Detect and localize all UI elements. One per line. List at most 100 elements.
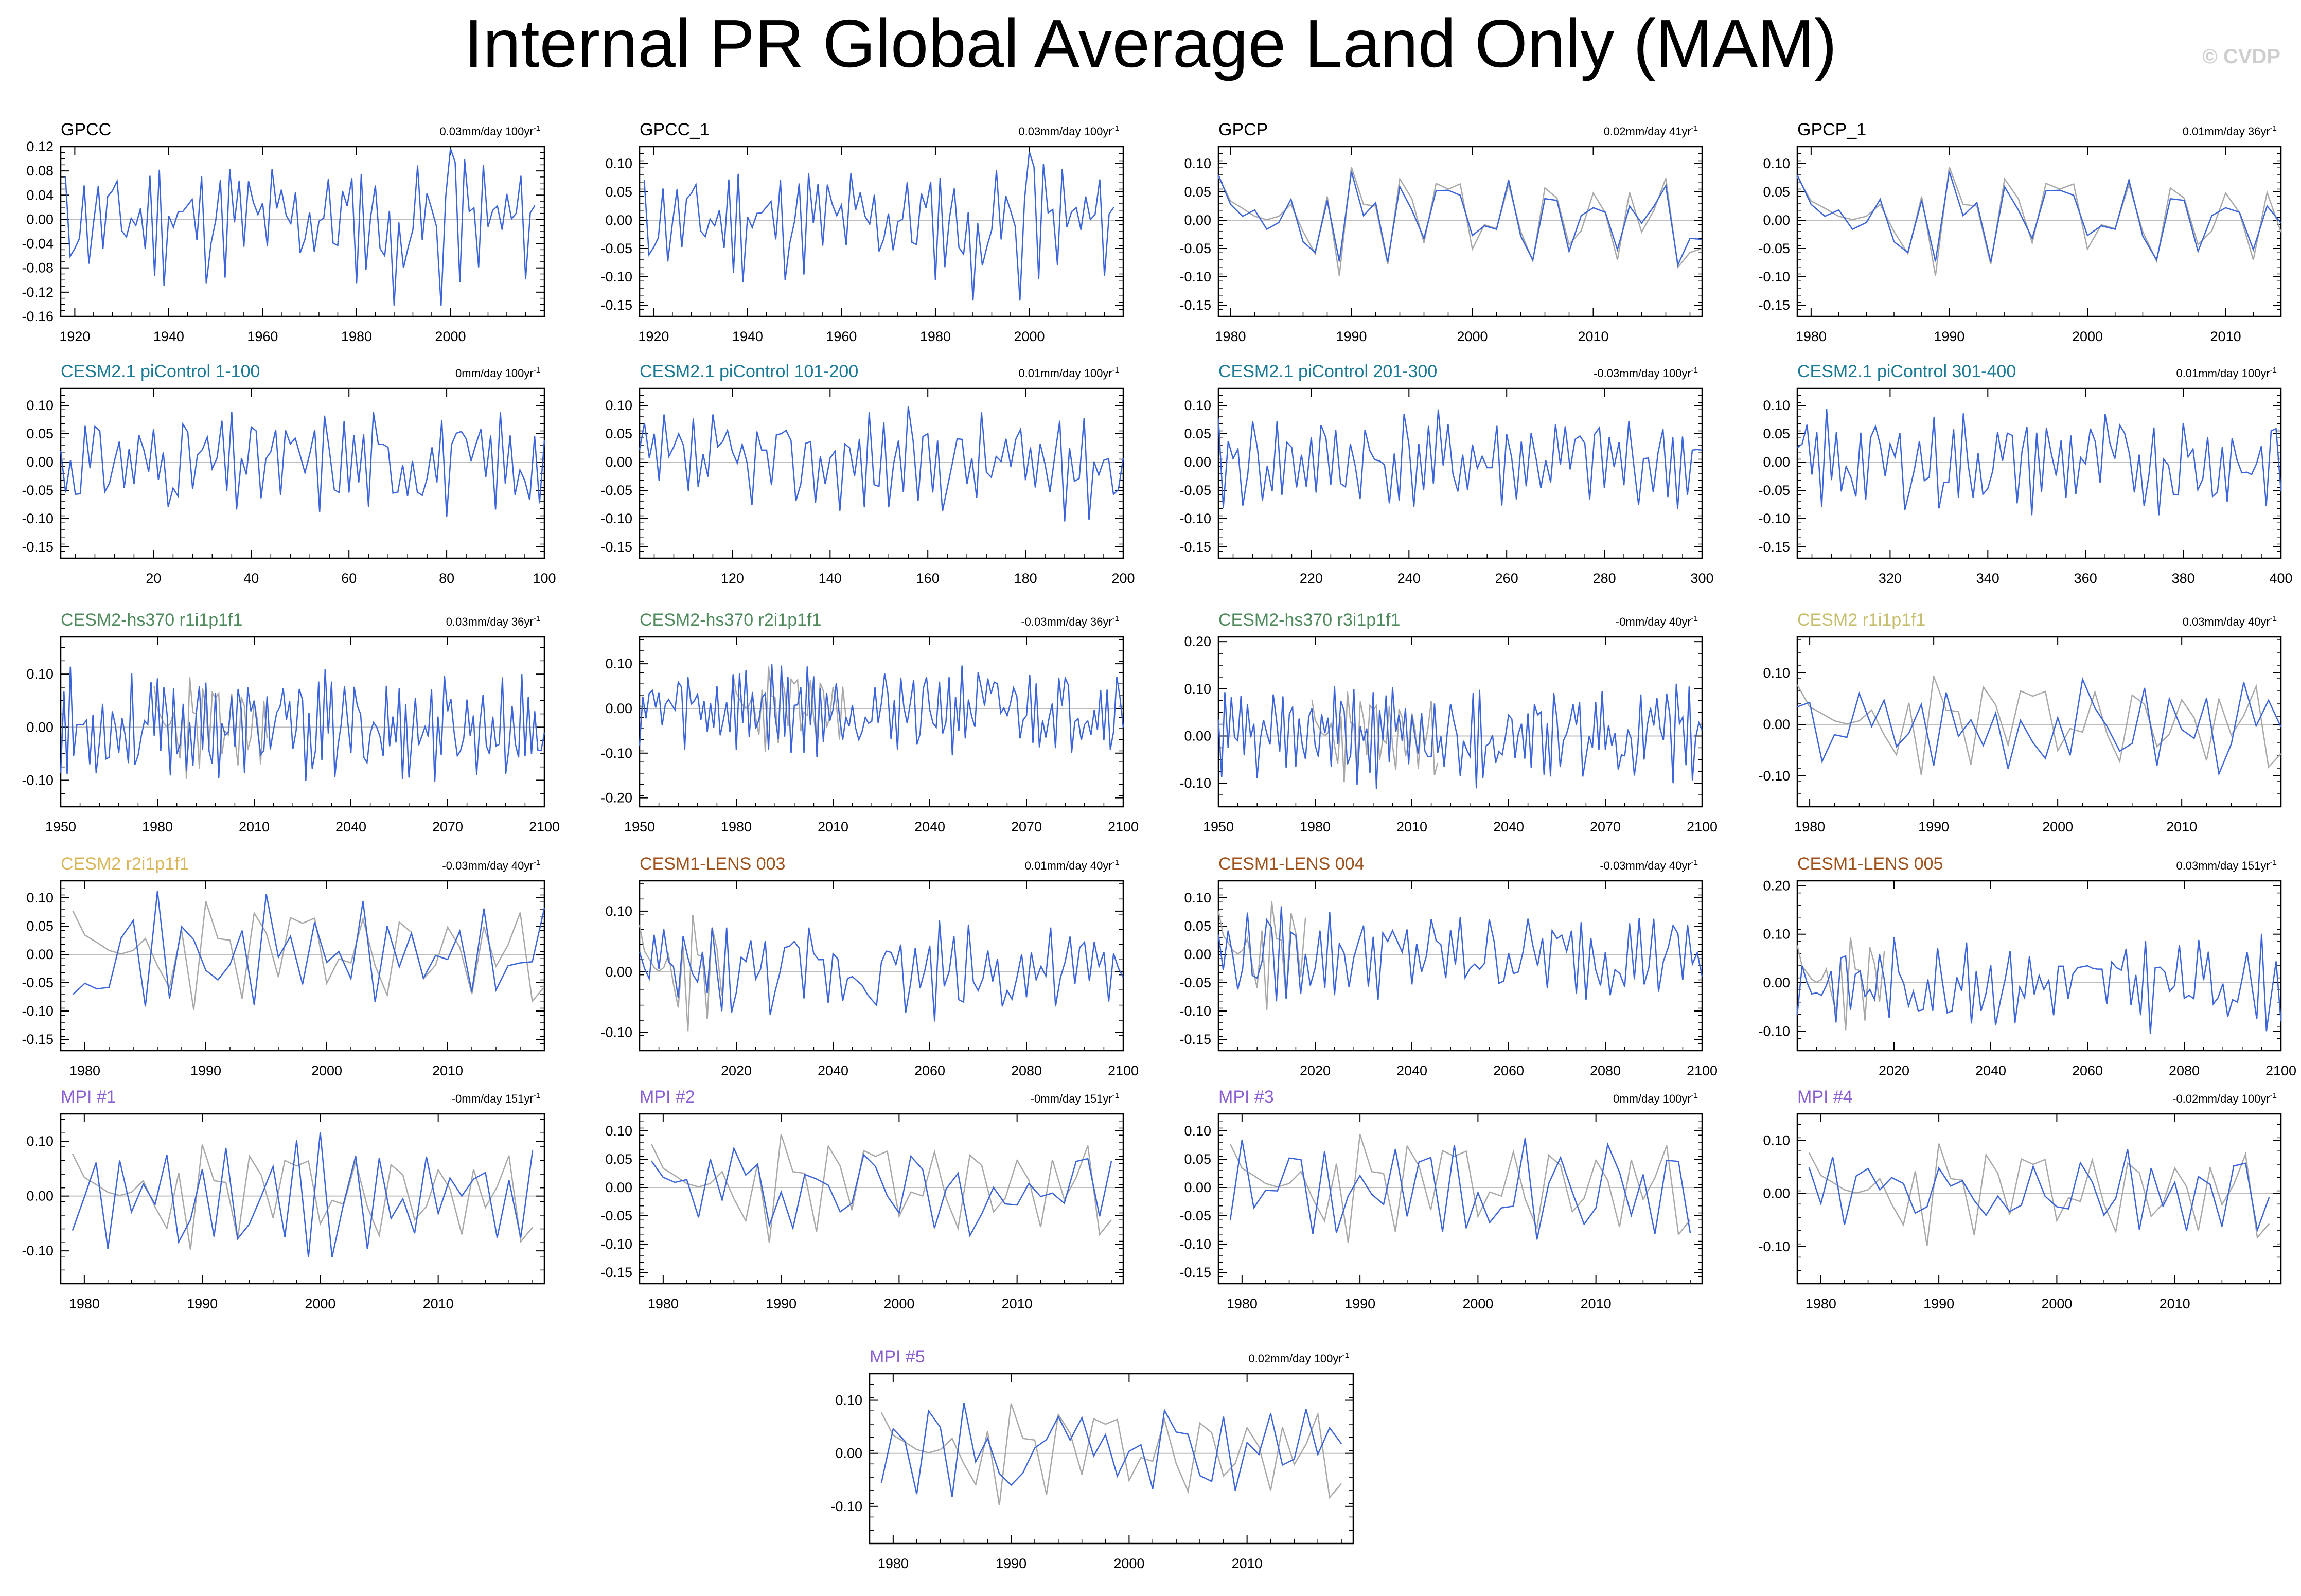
- plot-frame: [869, 1373, 1354, 1545]
- y-tick-label: 0.00: [1763, 1186, 1790, 1201]
- x-tick-label: 1990: [766, 1296, 796, 1311]
- y-tick-label: 0.10: [835, 1393, 862, 1408]
- y-tick-label: 0.08: [26, 163, 54, 179]
- data-series-line: [639, 664, 1124, 757]
- y-tick-label: -0.15: [1179, 539, 1211, 555]
- x-tick-label: 1950: [624, 819, 655, 835]
- x-tick-label: 2000: [435, 329, 466, 344]
- plot-frame: [60, 1113, 545, 1285]
- trend-label: 0mm/day 100yr-1: [1613, 1091, 1698, 1105]
- x-tick-label: 2010: [1578, 329, 1608, 344]
- y-tick-label: 0.00: [605, 212, 632, 228]
- data-series-line: [64, 148, 536, 306]
- x-tick-label: 2040: [335, 819, 366, 835]
- plot-frame: [639, 880, 1124, 1052]
- plot-frame: [60, 146, 545, 317]
- trend-label: -0mm/day 151yr-1: [452, 1091, 540, 1105]
- x-tick-label: 2040: [1493, 819, 1524, 835]
- reference-series-line: [639, 914, 728, 1032]
- y-tick-label: 0.00: [26, 719, 54, 735]
- plot-frame: [1796, 880, 2282, 1052]
- x-tick-label: 140: [819, 571, 842, 586]
- plot-frame: [639, 387, 1124, 559]
- x-tick-label: 2040: [1975, 1063, 2006, 1078]
- x-tick-label: 2000: [305, 1296, 335, 1311]
- y-tick-label: 0.05: [1763, 184, 1790, 200]
- x-tick-label: 2020: [1300, 1063, 1331, 1078]
- x-tick-label: 2080: [1011, 1063, 1042, 1078]
- y-tick-label: -0.05: [1179, 975, 1211, 990]
- x-tick-label: 1980: [878, 1556, 909, 1571]
- y-tick-label: -0.15: [600, 297, 632, 313]
- trend-label: 0.01mm/day 100yr-1: [1018, 366, 1119, 380]
- x-tick-label: 2040: [818, 1063, 848, 1078]
- x-tick-label: 1980: [1794, 819, 1825, 835]
- y-tick-label: 0.00: [605, 1180, 632, 1195]
- x-tick-label: 1980: [142, 819, 173, 835]
- x-tick-label: 2010: [1581, 1296, 1612, 1311]
- x-tick-label: 1980: [69, 1296, 100, 1311]
- chart-title: MPI #4: [1797, 1087, 1853, 1107]
- x-tick-label: 100: [533, 571, 556, 586]
- y-tick-label: 0.10: [1763, 927, 1790, 942]
- x-tick-label: 2000: [1113, 1556, 1144, 1571]
- x-tick-label: 2010: [1232, 1556, 1263, 1571]
- data-series-line: [1796, 933, 2282, 1034]
- trend-label: 0.02mm/day 100yr-1: [1248, 1351, 1349, 1365]
- y-tick-label: 0.10: [1763, 665, 1790, 681]
- chart-title: CESM1-LENS 005: [1797, 854, 1943, 874]
- trend-label: 0.01mm/day 40yr-1: [1025, 858, 1119, 872]
- trend-label: -0mm/day 151yr-1: [1031, 1091, 1119, 1105]
- x-tick-label: 2020: [1879, 1063, 1909, 1078]
- y-tick-label: 0.05: [1184, 1151, 1211, 1167]
- y-tick-label: 0.00: [835, 1446, 862, 1461]
- x-tick-label: 2060: [914, 1063, 945, 1078]
- x-tick-label: 2010: [1396, 819, 1427, 835]
- y-tick-label: -0.10: [22, 772, 54, 788]
- y-tick-label: -0.10: [1179, 269, 1211, 285]
- x-tick-label: 2100: [529, 819, 560, 835]
- x-tick-label: 2000: [2072, 329, 2103, 344]
- chart-title: MPI #3: [1218, 1087, 1274, 1107]
- plot-frame: [1217, 880, 1703, 1052]
- x-tick-label: 360: [2074, 571, 2097, 586]
- chart-panel: CESM1-LENS 004 -0.03mm/day 40yr-1 0.10 0.05…: [1179, 854, 1718, 1078]
- x-tick-label: 260: [1495, 571, 1518, 586]
- chart-panel: MPI #3 0mm/day 100yr-1 0.10 0.05 0.00 -0.05 -0…: [1179, 1087, 1703, 1311]
- x-tick-label: 1990: [190, 1063, 221, 1078]
- data-series-line: [1217, 906, 1703, 1002]
- x-tick-label: 200: [1111, 571, 1135, 586]
- reference-series-line: [1217, 901, 1306, 1010]
- y-tick-label: -0.05: [1179, 483, 1211, 498]
- y-tick-label: 0.10: [605, 903, 632, 919]
- x-tick-label: 2010: [818, 819, 848, 835]
- x-tick-label: 1990: [187, 1296, 218, 1311]
- chart-title: MPI #2: [640, 1087, 695, 1107]
- x-tick-label: 80: [439, 571, 454, 586]
- x-tick-label: 2060: [1493, 1063, 1524, 1078]
- x-tick-label: 2070: [1011, 819, 1042, 835]
- plot-frame: [1217, 146, 1703, 317]
- y-tick-label: -0.10: [1758, 768, 1790, 784]
- data-series-line: [72, 891, 545, 1007]
- x-tick-label: 320: [1879, 571, 1902, 586]
- y-tick-label: -0.05: [22, 483, 54, 498]
- x-tick-label: 1950: [45, 819, 76, 835]
- x-tick-label: 2080: [2169, 1063, 2200, 1078]
- x-tick-label: 2080: [1590, 1063, 1621, 1078]
- y-tick-label: 0.10: [605, 398, 632, 413]
- y-tick-label: 0.00: [1184, 212, 1211, 228]
- trend-label: 0.02mm/day 41yr-1: [1604, 124, 1698, 138]
- y-tick-label: 0.00: [1184, 729, 1211, 744]
- x-tick-label: 1980: [1796, 329, 1827, 344]
- y-tick-label: -0.15: [1758, 297, 1790, 313]
- x-tick-label: 2000: [2042, 819, 2073, 835]
- reference-series-line: [1808, 1143, 2270, 1246]
- chart-title: CESM2-hs370 r3i1p1f1: [1218, 610, 1400, 630]
- y-tick-label: 0.10: [1184, 890, 1211, 906]
- y-tick-label: -0.05: [1179, 241, 1211, 256]
- y-tick-label: 0.05: [1763, 426, 1790, 441]
- x-tick-label: 2010: [1002, 1296, 1033, 1311]
- x-tick-label: 2040: [1396, 1063, 1427, 1078]
- chart-title: CESM2.1 piControl 1-100: [61, 362, 260, 381]
